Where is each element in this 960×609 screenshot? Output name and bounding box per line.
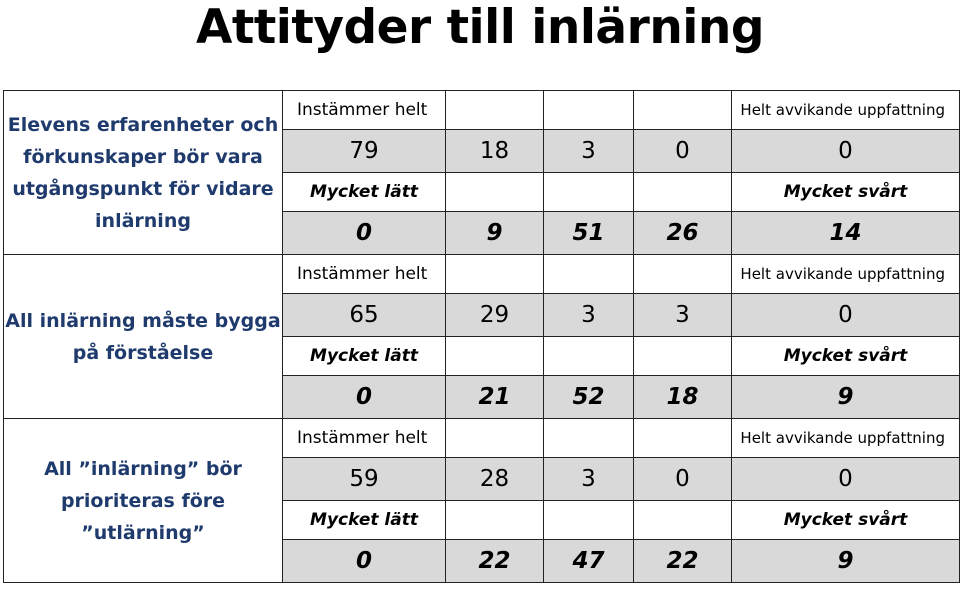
value-cell: 9: [445, 211, 544, 255]
value-cell: 22: [445, 539, 544, 583]
table-row: Elevens erfarenheter och förkunskaper bö…: [3, 90, 960, 255]
value-cell: 18: [445, 129, 544, 173]
value-cell: 26: [633, 211, 732, 255]
table-row: 0 9 51 26 14: [4, 211, 960, 255]
scale-label-right: Mycket svårt: [731, 500, 960, 540]
scale-label-left: Mycket lätt: [282, 336, 446, 376]
table-row: Mycket lätt Mycket svårt: [4, 500, 960, 540]
value-cell: 3: [633, 293, 732, 337]
table-row: 0 21 52 18 9: [4, 375, 960, 419]
table-row: All inlärning måste bygga på förståelse …: [3, 254, 960, 419]
scale-label-left: Instämmer helt: [282, 90, 446, 130]
value-cell: 29: [445, 293, 544, 337]
value-cell: 79: [282, 129, 446, 173]
value-cell: 65: [282, 293, 446, 337]
table-row: 79 18 3 0 0: [4, 129, 960, 173]
value-cell: 28: [445, 457, 544, 501]
value-cell: 0: [633, 457, 732, 501]
value-cell: 9: [731, 539, 960, 583]
value-cell: 9: [731, 375, 960, 419]
value-cell: 3: [543, 129, 634, 173]
value-cell: 0: [282, 211, 446, 255]
value-cell: 52: [543, 375, 634, 419]
scale-label-left: Instämmer helt: [282, 254, 446, 294]
scale-label-right: Mycket svårt: [731, 336, 960, 376]
scale-label-right: Helt avvikande uppfattning: [731, 90, 960, 130]
value-cell: 0: [731, 457, 960, 501]
value-cell: 18: [633, 375, 732, 419]
value-cell: 51: [543, 211, 634, 255]
scale-label-right: Helt avvikande uppfattning: [731, 418, 960, 458]
value-cell: 3: [543, 457, 634, 501]
value-cell: 3: [543, 293, 634, 337]
page-title: Attityder till inlärning: [196, 0, 765, 55]
scale-label-right: Mycket svårt: [731, 172, 960, 212]
value-cell: 0: [282, 539, 446, 583]
value-cell: 0: [282, 375, 446, 419]
value-cell: 59: [282, 457, 446, 501]
statement-cell: Elevens erfarenheter och förkunskaper bö…: [3, 90, 283, 255]
table-row: Mycket lätt Mycket svårt: [4, 336, 960, 376]
value-cell: 22: [633, 539, 732, 583]
scale-label-left: Mycket lätt: [282, 500, 446, 540]
value-cell: 0: [633, 129, 732, 173]
value-cell: 21: [445, 375, 544, 419]
table-row: 0 22 47 22 9: [4, 539, 960, 583]
scale-label-left: Instämmer helt: [282, 418, 446, 458]
value-cell: 0: [731, 293, 960, 337]
scale-label-right: Helt avvikande uppfattning: [731, 254, 960, 294]
table-row: Mycket lätt Mycket svårt: [4, 172, 960, 212]
value-cell: 0: [731, 129, 960, 173]
attitude-table: Elevens erfarenheter och förkunskaper bö…: [3, 90, 960, 583]
statement-cell: All ”inlärning” bör prioriteras före ”ut…: [3, 418, 283, 583]
table-row: 59 28 3 0 0: [4, 457, 960, 501]
value-cell: 47: [543, 539, 634, 583]
table-row: 65 29 3 3 0: [4, 293, 960, 337]
table-row: All ”inlärning” bör prioriteras före ”ut…: [3, 418, 960, 583]
scale-label-left: Mycket lätt: [282, 172, 446, 212]
value-cell: 14: [731, 211, 960, 255]
statement-cell: All inlärning måste bygga på förståelse: [3, 254, 283, 419]
